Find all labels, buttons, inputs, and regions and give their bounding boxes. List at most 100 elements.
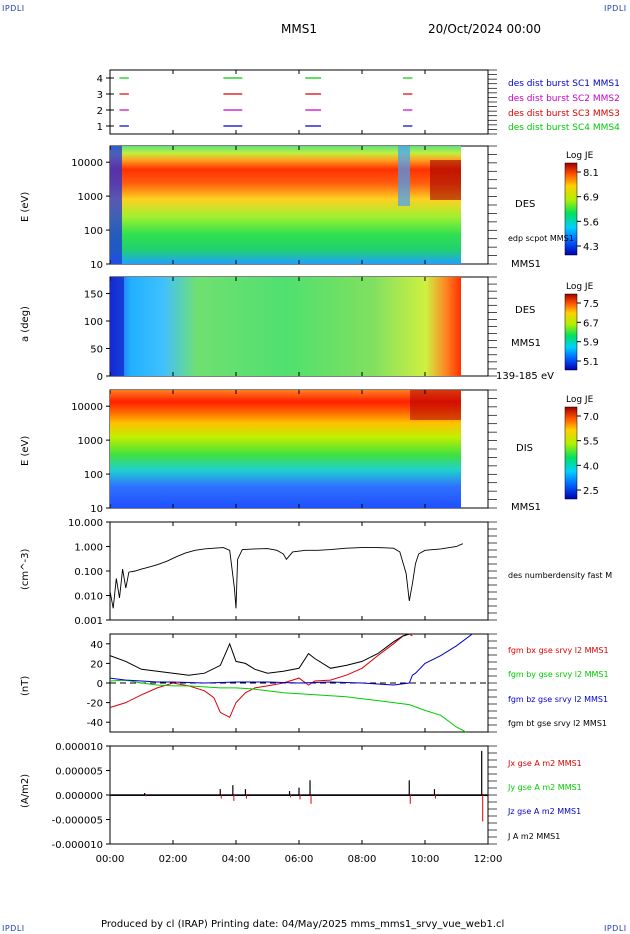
corner-mark-top-right: IPDLI	[604, 4, 627, 13]
density-ytick-label: 10.000	[68, 518, 103, 529]
colorbar-tick-labels: 8.1 6.9 5.6 4.3 7.5 6.7 5.9 5.1 7.0 5.5 4.0 2.5	[577, 168, 599, 497]
des-energy-overlay-label: edp scpot MMS1	[508, 234, 574, 243]
corner-mark-bottom-right: IPDLI	[604, 924, 627, 933]
ylabel-des-pitch: a (deg)	[20, 306, 31, 342]
colorbar-tick-label: 5.6	[583, 217, 599, 228]
right-tick-marks	[488, 69, 497, 845]
colorbar-tick-label: 2.5	[583, 486, 599, 497]
current-ytick-label: -0.000005	[52, 816, 103, 827]
des-energy-instrument: DES	[515, 199, 536, 210]
spectro-ytick-label: 100	[84, 470, 103, 481]
footer-credit: Produced by cl (IRAP) Printing date: 04/…	[101, 919, 505, 930]
des-energy-hot-band	[430, 160, 461, 200]
dis-energy-spacecraft: MMS1	[511, 502, 541, 513]
legend-bt: fgm bt gse srvy l2 MMS1	[508, 719, 607, 728]
xtick-label: 06:00	[285, 854, 314, 865]
legend-bz: fgm bz gse srvy l2 MMS1	[508, 695, 609, 704]
colorbar-des-energy	[564, 162, 578, 256]
pitch-ytick-label: 150	[84, 290, 103, 301]
density-line	[109, 543, 463, 609]
density-ytick-label: 0.100	[74, 567, 103, 578]
dis-energy-instrument: DIS	[516, 443, 533, 454]
current-series	[110, 750, 488, 822]
des-pitch-energy-range: 139-185 eV	[496, 371, 554, 382]
legend-jx: Jx gse A m2 MMS1	[508, 759, 582, 768]
colorbar-tick-label: 8.1	[583, 168, 599, 179]
dis-energy-spectrogram	[110, 390, 461, 508]
des-pitch-spacecraft: MMS1	[511, 338, 541, 349]
colorbar-des-pitch	[564, 293, 578, 371]
field-series	[109, 633, 473, 733]
colorbar-des-pitch-title: Log JE	[566, 282, 594, 292]
pitch-ytick-label: 50	[90, 345, 103, 356]
colorbar-tick-label: 6.7	[583, 318, 599, 329]
pitch-ytick-label: 100	[84, 317, 103, 328]
legend-jz: Jz gse A m2 MMS1	[508, 807, 582, 816]
plot-date: 20/Oct/2024 00:00	[428, 22, 542, 36]
colorbar-tick-label: 4.3	[583, 242, 599, 253]
burst-ytick-label: 1	[97, 122, 103, 133]
current-ytick-label: 0.000005	[55, 767, 103, 778]
spectro-ytick-label: 1000	[78, 192, 103, 203]
pitch-ytick-label: 0	[97, 372, 103, 383]
ylabel-des-energy: E (eV)	[20, 191, 31, 222]
field-line-bt	[109, 633, 410, 676]
burst-ytick-label: 3	[97, 90, 103, 101]
density-ytick-label: 1.000	[74, 543, 103, 554]
field-ytick-label: 20	[90, 659, 103, 670]
plot-title: MMS1	[281, 22, 317, 36]
burst-panel-frame	[109, 69, 489, 135]
des-pitch-spectrogram	[110, 277, 461, 376]
current-ytick-label: -0.000010	[52, 840, 103, 851]
spectro-ytick-label: 10	[90, 504, 103, 515]
des-energy-low-band	[110, 146, 122, 264]
xtick-label: 10:00	[411, 854, 440, 865]
xtick-label: 04:00	[222, 854, 251, 865]
des-pitch-instrument: DES	[515, 305, 536, 316]
legend-burst-sc4: des dist burst SC4 MMS4	[508, 123, 620, 133]
legend-jy: Jy gse A m2 MMS1	[508, 783, 582, 792]
density-ytick-label: 0.010	[74, 592, 103, 603]
ylabel-field: (nT)	[20, 675, 31, 696]
spectro-ytick-label: 10	[90, 260, 103, 271]
x-tick-labels: 00:00 02:00 04:00 06:00 08:00 10:00 12:00	[96, 70, 502, 865]
legend-by: fgm by gse srvy l2 MMS1	[508, 670, 609, 679]
spectro-ytick-label: 10000	[71, 402, 103, 413]
field-ytick-label: 40	[90, 640, 103, 651]
density-panel-frame	[109, 521, 489, 621]
field-ytick-label: -40	[87, 718, 103, 729]
field-line-bz	[109, 633, 473, 686]
burst-ytick-label: 2	[97, 106, 103, 117]
legend-burst-sc3: des dist burst SC3 MMS3	[508, 109, 620, 119]
colorbar-dis-energy-title: Log JE	[566, 395, 594, 405]
colorbar-dis-energy	[564, 406, 578, 500]
colorbar-tick-label: 5.1	[583, 357, 599, 368]
des-energy-gap-band	[398, 146, 410, 206]
colorbar-tick-label: 6.9	[583, 193, 599, 204]
burst-ytick-label: 4	[97, 74, 103, 85]
des-energy-spacecraft: MMS1	[511, 259, 541, 270]
burst-segments	[119, 77, 413, 127]
field-line-by	[109, 679, 467, 733]
spectro-ytick-label: 10000	[71, 158, 103, 169]
colorbar-tick-label: 7.0	[583, 412, 599, 423]
field-line-bx	[109, 633, 413, 718]
spectro-ytick-label: 1000	[78, 436, 103, 447]
dis-energy-hot-band	[410, 390, 461, 420]
colorbar-tick-label: 4.0	[583, 461, 599, 472]
ylabel-current: (A/m2)	[20, 773, 31, 808]
current-ytick-label: 0.000010	[55, 742, 103, 753]
density-series	[109, 543, 463, 609]
y-tick-labels: 1 2 3 4 10 100 1000 10000 10 100 1000 10000 0 50 100 15…	[52, 74, 114, 851]
corner-mark-bottom-left: IPDLI	[2, 924, 25, 933]
legend-bx: fgm bx gse srvy l2 MMS1	[508, 646, 609, 655]
legend-burst-sc2: des dist burst SC2 MMS2	[508, 94, 620, 104]
field-ytick-label: 0	[97, 679, 103, 690]
des-pitch-low-band	[110, 277, 124, 376]
density-ytick-label: 0.001	[74, 616, 103, 627]
colorbar-tick-label: 5.9	[583, 338, 599, 349]
colorbar-tick-label: 5.5	[583, 437, 599, 448]
legend-density: des numberdensity fast M	[508, 571, 613, 580]
corner-mark-top-left: IPDLI	[2, 4, 25, 13]
